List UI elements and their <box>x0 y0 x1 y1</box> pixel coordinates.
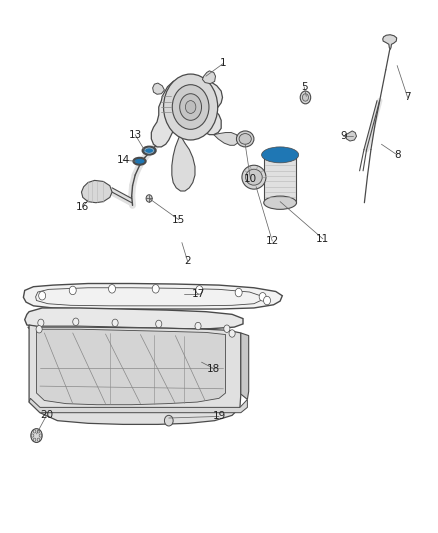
Text: 8: 8 <box>394 150 400 160</box>
Ellipse shape <box>264 148 297 161</box>
Circle shape <box>36 326 42 333</box>
Ellipse shape <box>143 147 155 155</box>
Polygon shape <box>152 83 164 94</box>
Polygon shape <box>28 326 228 335</box>
Polygon shape <box>172 131 195 191</box>
Polygon shape <box>151 76 223 147</box>
Polygon shape <box>29 325 241 424</box>
Circle shape <box>152 285 159 293</box>
Circle shape <box>69 286 76 295</box>
Text: 18: 18 <box>207 364 220 374</box>
Polygon shape <box>241 333 249 399</box>
Polygon shape <box>383 35 397 50</box>
Circle shape <box>229 330 235 337</box>
Circle shape <box>164 415 173 426</box>
Circle shape <box>155 320 162 328</box>
Ellipse shape <box>242 165 266 189</box>
Circle shape <box>146 195 152 202</box>
Circle shape <box>109 285 116 293</box>
Circle shape <box>235 288 242 297</box>
Polygon shape <box>29 398 247 413</box>
Text: 1: 1 <box>220 59 227 68</box>
Circle shape <box>224 325 230 333</box>
Text: 9: 9 <box>340 131 347 141</box>
Circle shape <box>195 322 201 330</box>
Text: 10: 10 <box>244 174 257 184</box>
Ellipse shape <box>264 196 297 209</box>
Ellipse shape <box>246 169 262 185</box>
Polygon shape <box>346 131 357 141</box>
Circle shape <box>163 74 218 140</box>
Circle shape <box>31 434 34 437</box>
Circle shape <box>196 286 203 294</box>
Circle shape <box>31 429 42 442</box>
Ellipse shape <box>239 134 251 144</box>
Polygon shape <box>25 308 243 329</box>
Polygon shape <box>23 284 283 309</box>
Polygon shape <box>81 180 112 203</box>
Polygon shape <box>35 288 262 306</box>
Circle shape <box>259 293 266 301</box>
Circle shape <box>37 438 40 441</box>
Circle shape <box>38 319 44 327</box>
Polygon shape <box>36 329 226 405</box>
Text: 17: 17 <box>191 289 205 299</box>
Circle shape <box>33 438 36 441</box>
Circle shape <box>33 430 36 433</box>
Text: 13: 13 <box>128 130 142 140</box>
Ellipse shape <box>261 147 299 163</box>
Text: 19: 19 <box>212 411 226 422</box>
Circle shape <box>37 430 40 433</box>
Ellipse shape <box>145 148 153 154</box>
Ellipse shape <box>237 131 254 147</box>
Circle shape <box>264 296 271 305</box>
Circle shape <box>172 85 209 130</box>
Text: 2: 2 <box>184 256 191 266</box>
Circle shape <box>112 319 118 327</box>
Text: 12: 12 <box>265 236 279 246</box>
Polygon shape <box>202 71 215 84</box>
Circle shape <box>39 434 42 437</box>
Polygon shape <box>214 133 239 146</box>
Circle shape <box>73 318 79 326</box>
Polygon shape <box>264 155 297 203</box>
Text: 14: 14 <box>117 155 130 165</box>
Text: 5: 5 <box>301 82 307 92</box>
Text: 20: 20 <box>40 410 53 421</box>
Text: 16: 16 <box>76 202 89 212</box>
Circle shape <box>300 91 311 104</box>
Circle shape <box>185 101 196 114</box>
Circle shape <box>39 292 46 300</box>
Text: 7: 7 <box>404 92 411 102</box>
Text: 11: 11 <box>316 234 329 244</box>
Circle shape <box>180 94 201 120</box>
Ellipse shape <box>134 158 146 165</box>
Circle shape <box>302 94 308 101</box>
Text: 15: 15 <box>172 215 185 225</box>
